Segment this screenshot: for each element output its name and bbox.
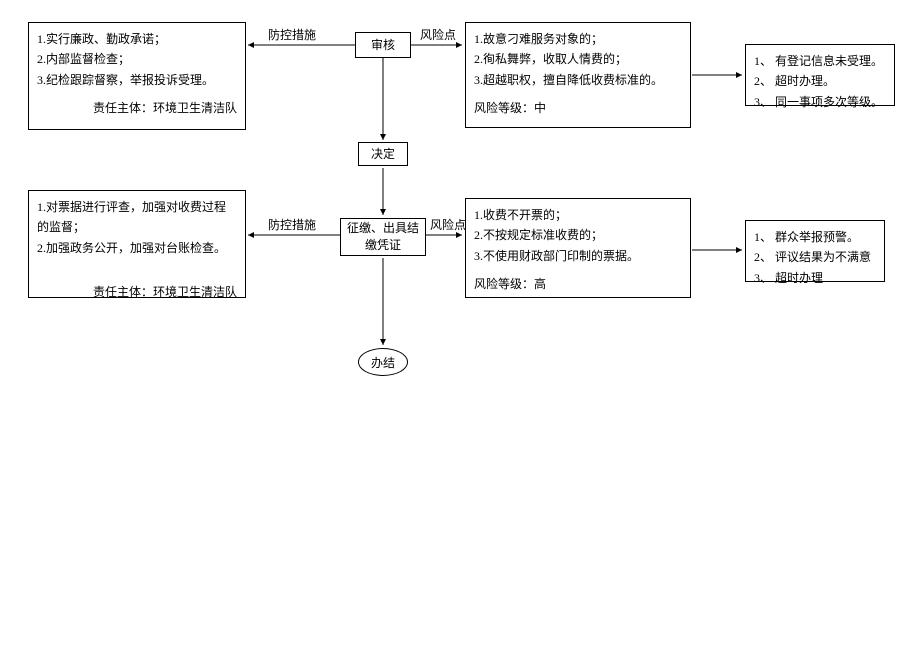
edge-label-fangkong-bot: 防控措施 <box>268 216 316 233</box>
text-line: 3.纪检跟踪督察，举报投诉受理。 <box>37 70 237 90</box>
edge-label-fengxian-top: 风险点 <box>420 26 456 43</box>
text-line: 1.实行廉政、勤政承诺； <box>37 29 237 49</box>
text-line: 3.不使用财政部门印制的票据。 <box>474 246 682 266</box>
flowchart-canvas: 1.实行廉政、勤政承诺； 2.内部监督检查； 3.纪检跟踪督察，举报投诉受理。 … <box>0 0 920 651</box>
text-line: 1.故意刁难服务对象的； <box>474 29 682 49</box>
text-line: 2.内部监督检查； <box>37 49 237 69</box>
bot-left-control-box: 1.对票据进行评查，加强对收费过程的监督； 2.加强政务公开，加强对台账检查。 … <box>28 190 246 298</box>
text-line: 2、 超时办理。 <box>754 71 886 91</box>
text-line: 1.收费不开票的； <box>474 205 682 225</box>
node-banjie: 办结 <box>358 348 408 376</box>
text-line: 3、 超时办理 <box>754 268 876 288</box>
text-line: 3.超越职权，擅自降低收费标准的。 <box>474 70 682 90</box>
node-label: 征缴、出具结 缴凭证 <box>347 220 419 254</box>
top-risk-box: 1.故意刁难服务对象的； 2.徇私舞弊，收取人情费的； 3.超越职权，擅自降低收… <box>465 22 691 128</box>
text-line: 3、 同一事项多次等级。 <box>754 92 886 112</box>
bot-risk-box: 1.收费不开票的； 2.不按规定标准收费的； 3.不使用财政部门印制的票据。 风… <box>465 198 691 298</box>
node-shenhe: 审核 <box>355 32 411 58</box>
risk-level: 风险等级：高 <box>474 274 682 294</box>
top-right-box: 1、 有登记信息未受理。 2、 超时办理。 3、 同一事项多次等级。 <box>745 44 895 106</box>
risk-level: 风险等级：中 <box>474 98 682 118</box>
text-line: 2.徇私舞弊，收取人情费的； <box>474 49 682 69</box>
node-label: 审核 <box>371 37 395 54</box>
node-label: 决定 <box>371 146 395 163</box>
text-line: 1.对票据进行评查，加强对收费过程的监督； <box>37 197 237 238</box>
text-line: 1、 群众举报预警。 <box>754 227 876 247</box>
edge-label-fangkong-top: 防控措施 <box>268 26 316 43</box>
edge-label-fengxian-bot: 风险点 <box>430 216 466 233</box>
responsibility-line: 责任主体：环境卫生清洁队 <box>37 282 237 302</box>
top-left-control-box: 1.实行廉政、勤政承诺； 2.内部监督检查； 3.纪检跟踪督察，举报投诉受理。 … <box>28 22 246 130</box>
text-line: 2、 评议结果为不满意 <box>754 247 876 267</box>
node-zhengjiao: 征缴、出具结 缴凭证 <box>340 218 426 256</box>
responsibility-line: 责任主体：环境卫生清洁队 <box>37 98 237 118</box>
node-label: 办结 <box>371 354 395 371</box>
text-line: 2.加强政务公开，加强对台账检查。 <box>37 238 237 258</box>
node-jueding: 决定 <box>358 142 408 166</box>
text-line: 2.不按规定标准收费的； <box>474 225 682 245</box>
bot-right-box: 1、 群众举报预警。 2、 评议结果为不满意 3、 超时办理 <box>745 220 885 282</box>
text-line: 1、 有登记信息未受理。 <box>754 51 886 71</box>
